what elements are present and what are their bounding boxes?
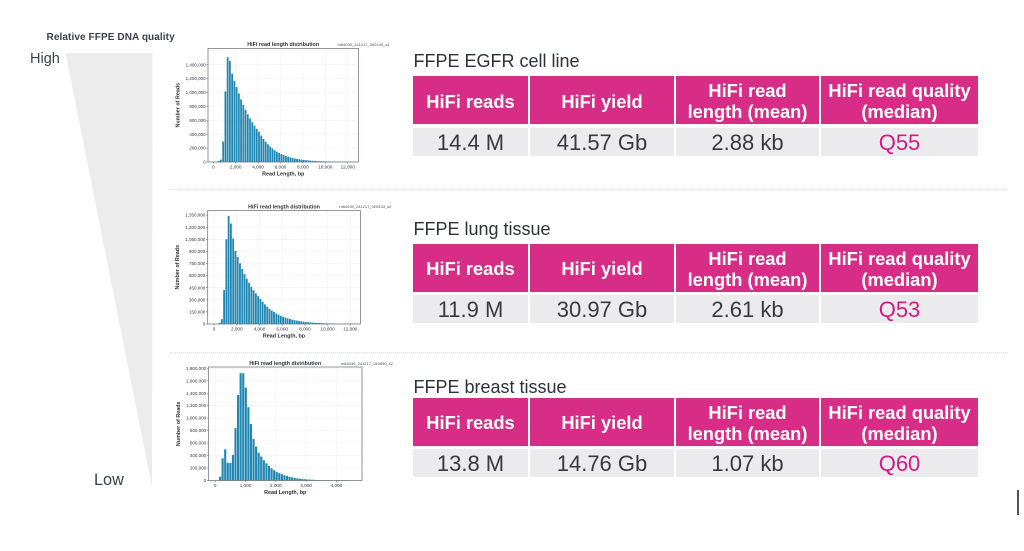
- svg-text:800,000: 800,000: [190, 428, 207, 433]
- svg-text:1,800,000: 1,800,000: [186, 366, 207, 371]
- svg-text:10,000: 10,000: [318, 164, 333, 169]
- svg-text:1,600,000: 1,600,000: [186, 378, 207, 383]
- svg-text:HiFi read length distribution: HiFi read length distribution: [249, 361, 321, 367]
- svg-text:600,000: 600,000: [189, 118, 206, 123]
- svg-text:1,000,000: 1,000,000: [186, 416, 207, 421]
- svg-text:0: 0: [212, 164, 215, 169]
- svg-text:2,000: 2,000: [231, 326, 243, 331]
- svg-text:m84039_241217_040650_s2: m84039_241217_040650_s2: [341, 361, 394, 366]
- svg-text:400,000: 400,000: [189, 132, 206, 137]
- svg-text:0: 0: [214, 483, 217, 488]
- svg-text:3,000: 3,000: [300, 483, 312, 488]
- svg-text:400,000: 400,000: [190, 453, 207, 458]
- svg-text:Read Length, bp: Read Length, bp: [262, 171, 305, 177]
- svg-text:600,000: 600,000: [190, 441, 207, 446]
- svg-text:0: 0: [203, 160, 206, 165]
- svg-text:Read Length, bp: Read Length, bp: [263, 333, 306, 339]
- svg-text:Number of Reads: Number of Reads: [175, 83, 181, 128]
- svg-text:4,000: 4,000: [252, 164, 264, 169]
- svg-text:12,000: 12,000: [343, 326, 358, 331]
- svg-text:8,000: 8,000: [297, 164, 309, 169]
- svg-text:0: 0: [204, 478, 207, 483]
- svg-text:6,000: 6,000: [275, 164, 287, 169]
- svg-text:10,000: 10,000: [320, 326, 335, 331]
- svg-text:0: 0: [203, 322, 206, 327]
- svg-text:HiFi read length distribution: HiFi read length distribution: [248, 205, 320, 211]
- svg-text:1,400,000: 1,400,000: [186, 62, 207, 67]
- svg-text:Number of Reads: Number of Reads: [176, 401, 182, 446]
- svg-text:2,000: 2,000: [230, 164, 242, 169]
- svg-text:200,000: 200,000: [189, 146, 206, 151]
- svg-text:6,000: 6,000: [276, 326, 288, 331]
- svg-text:300,000: 300,000: [189, 297, 206, 302]
- svg-text:4,000: 4,000: [254, 326, 266, 331]
- svg-text:1,200,000: 1,200,000: [185, 225, 206, 230]
- svg-text:Number of Reads: Number of Reads: [175, 245, 181, 290]
- svg-text:12,000: 12,000: [341, 164, 356, 169]
- svg-text:4,000: 4,000: [331, 483, 343, 488]
- svg-text:1,200,000: 1,200,000: [186, 76, 207, 81]
- svg-text:Read Length, bp: Read Length, bp: [264, 490, 307, 496]
- svg-text:200,000: 200,000: [190, 466, 207, 471]
- svg-text:450,000: 450,000: [189, 285, 206, 290]
- svg-text:2,000: 2,000: [270, 483, 282, 488]
- svg-text:1,000: 1,000: [240, 483, 252, 488]
- svg-text:600,000: 600,000: [189, 273, 206, 278]
- svg-text:1,200,000: 1,200,000: [186, 403, 207, 408]
- svg-text:8,000: 8,000: [299, 326, 311, 331]
- svg-text:HiFi read length distribution: HiFi read length distribution: [247, 42, 319, 48]
- svg-text:750,000: 750,000: [189, 261, 206, 266]
- svg-text:m84039_241217_020433_s2: m84039_241217_020433_s2: [339, 204, 392, 209]
- svg-text:900,000: 900,000: [189, 249, 206, 254]
- svg-text:0: 0: [213, 326, 216, 331]
- svg-text:150,000: 150,000: [189, 309, 206, 314]
- svg-text:800,000: 800,000: [189, 104, 206, 109]
- svg-text:m84039_241217_000140_s4: m84039_241217_000140_s4: [337, 42, 390, 47]
- svg-text:1,350,000: 1,350,000: [185, 213, 206, 218]
- svg-text:1,000,000: 1,000,000: [186, 90, 207, 95]
- svg-text:1,400,000: 1,400,000: [186, 391, 207, 396]
- svg-text:1,050,000: 1,050,000: [185, 237, 206, 242]
